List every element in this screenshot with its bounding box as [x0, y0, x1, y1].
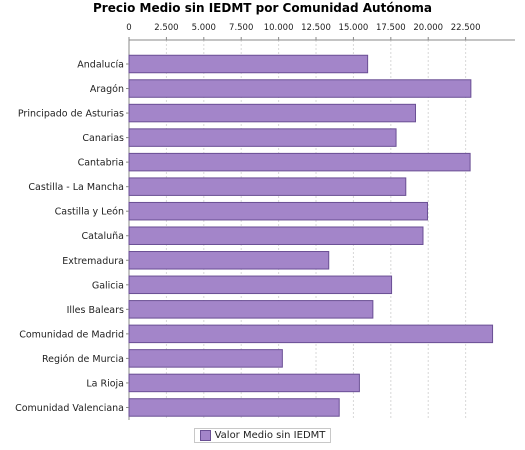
- x-tick-label: 10.000: [264, 23, 294, 33]
- legend-item: Valor Medio sin IEDMT: [193, 428, 332, 443]
- category-label: Castilla y León: [55, 207, 124, 218]
- bar: [128, 226, 424, 245]
- bar: [128, 373, 360, 393]
- x-tick-label: 0: [126, 23, 131, 33]
- category-label: Illes Balears: [67, 305, 124, 316]
- x-tick-label: 15.000: [339, 23, 369, 33]
- category-label: Canarias: [82, 133, 124, 144]
- bar: [128, 103, 417, 123]
- category-label: Cantabria: [78, 158, 124, 169]
- bar: [128, 349, 283, 368]
- x-tick-label: 2.500: [154, 23, 178, 33]
- category-label: Comunidad de Madrid: [19, 329, 124, 340]
- x-tick-label: 20.000: [413, 23, 443, 33]
- x-tick-label: 22.500: [451, 23, 481, 33]
- chart-title: Precio Medio sin IEDMT por Comunidad Aut…: [93, 1, 432, 15]
- bar: [128, 79, 472, 98]
- bar: [128, 398, 340, 417]
- category-label: Región de Murcia: [42, 354, 124, 365]
- x-tick-label: 12.500: [301, 23, 331, 33]
- category-label: Principado de Asturias: [18, 109, 124, 120]
- bar: [128, 300, 374, 319]
- category-label: Comunidad Valenciana: [15, 403, 124, 414]
- category-label: Galicia: [92, 280, 124, 291]
- bar: [128, 54, 369, 74]
- bar: [128, 251, 330, 270]
- category-label: Cataluña: [81, 231, 124, 242]
- category-label: Andalucía: [77, 60, 124, 71]
- category-label: Aragón: [90, 84, 124, 95]
- x-tick-label: 17.500: [376, 23, 406, 33]
- bar: [128, 128, 397, 147]
- legend-swatch: [199, 430, 211, 441]
- legend: Valor Medio sin IEDMT: [0, 428, 525, 443]
- bar: [128, 177, 407, 196]
- category-label: Castilla - La Mancha: [28, 182, 124, 193]
- x-tick-label: 5.000: [192, 23, 216, 33]
- bar: [128, 201, 428, 221]
- category-label: La Rioja: [86, 378, 124, 389]
- x-tick-label: 7.500: [229, 23, 253, 33]
- legend-label: Valor Medio sin IEDMT: [214, 430, 326, 441]
- bar: [128, 275, 393, 295]
- bar: [128, 152, 471, 172]
- bar: [128, 324, 494, 344]
- category-label: Extremadura: [62, 256, 124, 267]
